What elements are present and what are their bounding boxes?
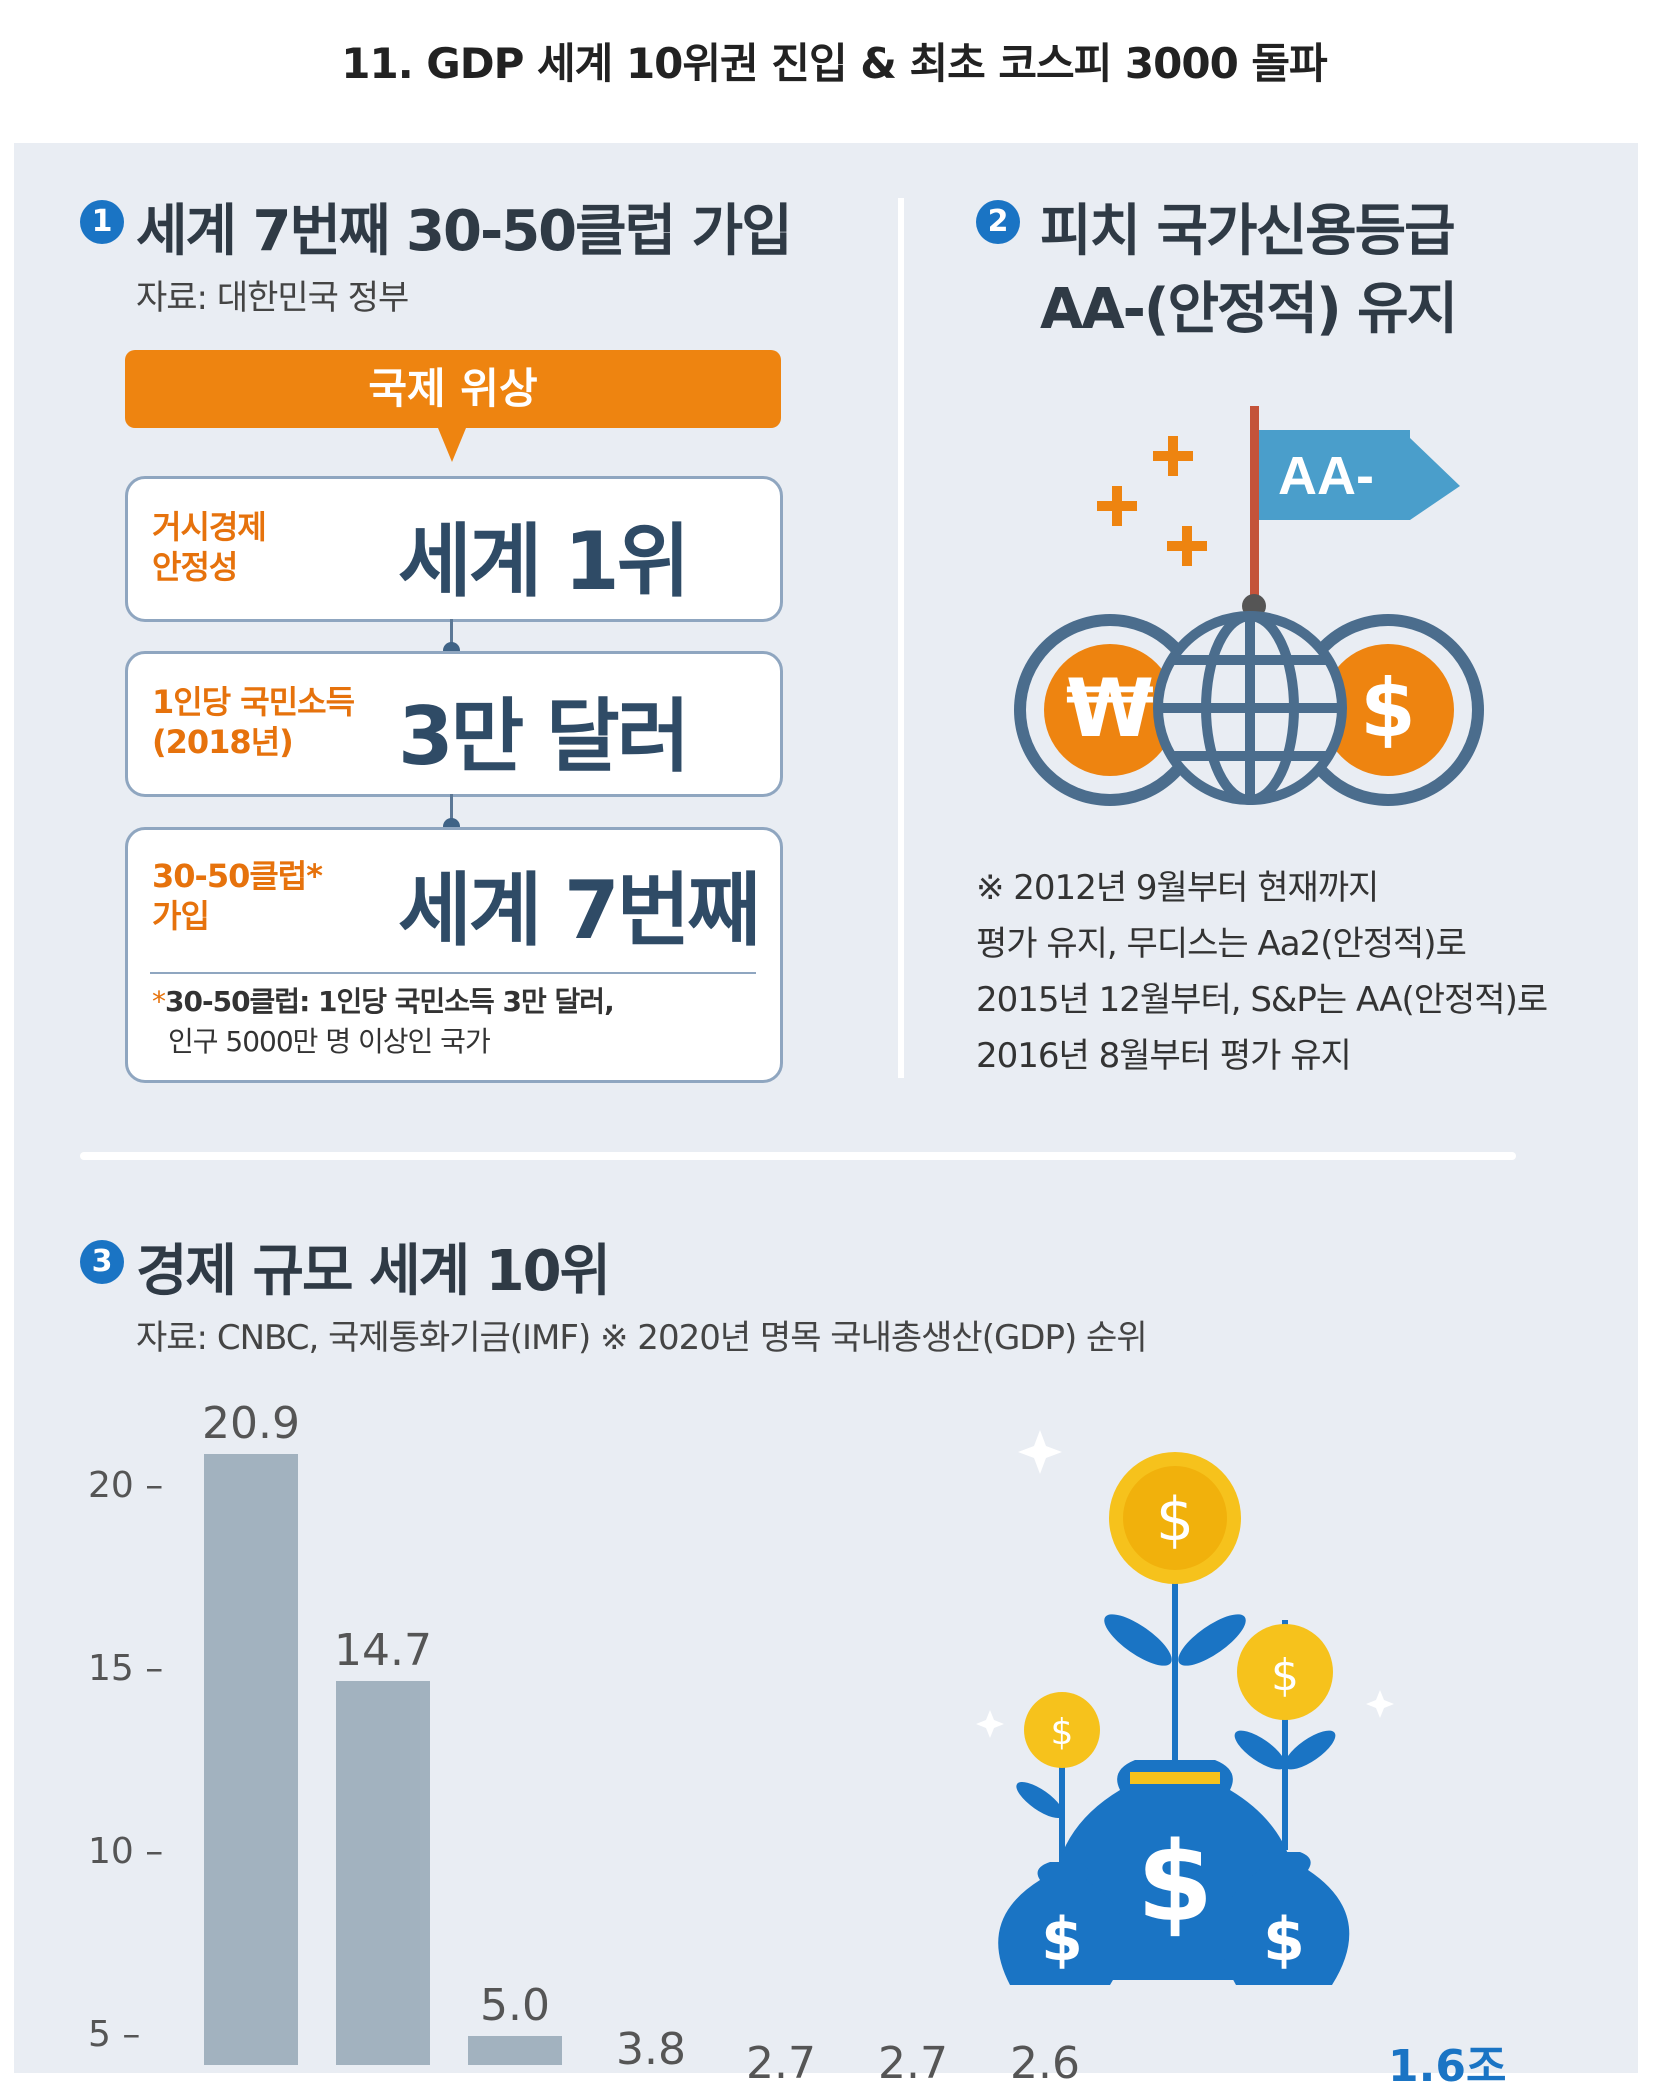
section-number-badge: 1 [80, 200, 124, 244]
y-tick-label: 10 – [88, 1831, 164, 1872]
stat-label-line: 안정성 [152, 548, 238, 586]
money-bag-icon: $ [998, 1862, 1126, 1985]
dollar-symbol: $ [1360, 662, 1416, 755]
section3-title: 경제 규모 세계 10위 [136, 1239, 611, 1304]
page-title: 11. GDP 세계 10위권 진입 & 최초 코스피 3000 돌파 [341, 39, 1327, 88]
dollar-coin-icon: $ [1292, 614, 1484, 806]
leaf-icon [1016, 1614, 1336, 1819]
plus-sparkles [1097, 436, 1207, 566]
svg-text:$: $ [1051, 1712, 1074, 1753]
flag-pole [1250, 406, 1259, 606]
section2-title-line2: AA-(안정적) 유지 [1040, 277, 1458, 342]
svg-text:$: $ [1156, 1485, 1194, 1555]
banner-pointer [438, 428, 466, 462]
gdp-bar [336, 1680, 430, 2065]
banner-international-status: 국제 위상 [125, 350, 781, 428]
stat-value: 세계 1위 [398, 515, 690, 608]
footnote: *30-50클럽: 1인당 국민소득 3만 달러, 인구 5000만 명 이상인… [152, 982, 615, 1062]
note-line: ※ 2012년 9월부터 현재까지 [976, 868, 1379, 908]
money-plant-illustration: $ $ $ $ $ $ [976, 1430, 1394, 1985]
won-coin-icon: ₩ [1014, 614, 1206, 806]
globe-icon [1153, 611, 1347, 805]
gdp-bar [204, 1454, 298, 2065]
footnote-line: 30-50클럽: 1인당 국민소득 3만 달러, [165, 985, 615, 1018]
won-symbol: ₩ [1066, 662, 1154, 755]
y-tick-label: 20 – [88, 1465, 164, 1506]
connector-line [450, 619, 453, 651]
bar-value-label: 3.8 [616, 2023, 686, 2075]
y-tick-label: 15 – [88, 1648, 164, 1689]
stat-label: 거시경제 안정성 [152, 507, 267, 587]
connector-line [450, 794, 453, 827]
footnote-line: 인구 5000만 명 이상인 국가 [168, 1025, 491, 1058]
note-line: 2016년 8월부터 평가 유지 [976, 1036, 1352, 1076]
stat-box-3050-club: 30-50클럽* 가입 세계 7번째 *30-50클럽: 1인당 국민소득 3만… [125, 827, 783, 1083]
note-line: 2015년 12월부터, S&P는 AA(안정적)로 [976, 980, 1548, 1020]
credit-rating-illustration: AA- ₩ $ [1014, 406, 1484, 806]
gdp-bar [468, 2036, 562, 2065]
section3-source: 자료: CNBC, 국제통화기금(IMF) ※ 2020년 명목 국내총생산(G… [136, 1318, 1148, 1358]
flag-text: AA- [1278, 446, 1374, 506]
flag [1259, 430, 1460, 520]
svg-text:$: $ [1041, 1905, 1083, 1975]
stat-label: 30-50클럽* 가입 [152, 856, 323, 936]
svg-text:$: $ [1271, 1650, 1299, 1701]
korea-gdp-label: 1.6조 [1388, 2041, 1507, 2092]
horizontal-divider [80, 1152, 1516, 1160]
stat-label-line: 거시경제 [152, 508, 267, 546]
bar-value-label: 2.7 [878, 2038, 948, 2089]
coin-icon: $ [1237, 1624, 1333, 1720]
stat-label-line: (2018년) [152, 723, 294, 761]
bar-value-label: 20.9 [202, 1398, 300, 1450]
bar-value-label: 2.7 [746, 2038, 816, 2089]
coin-icon: $ [1024, 1692, 1100, 1768]
svg-text:$: $ [1137, 1818, 1214, 1946]
footnote-star: * [152, 985, 166, 1018]
coin-icon: $ [1109, 1452, 1241, 1584]
section-number-badge: 3 [80, 1240, 124, 1284]
y-tick-label: 5 – [88, 2014, 141, 2055]
bar-value-label: 5.0 [480, 1980, 550, 2031]
sparkle-icon [976, 1430, 1394, 1738]
note-line: 평가 유지, 무디스는 Aa2(안정적)로 [976, 924, 1467, 964]
section-number-badge: 2 [976, 200, 1020, 244]
section1-source: 자료: 대한민국 정부 [136, 278, 409, 318]
stat-label-line: 가입 [152, 897, 210, 935]
stat-label-line: 1인당 국민소득 [152, 683, 355, 721]
stat-label-line: 30-50클럽* [152, 857, 323, 895]
section2-title-line1: 피치 국가신용등급 [1040, 199, 1456, 264]
vertical-divider [898, 198, 904, 1078]
stat-box-per-capita-income: 1인당 국민소득 (2018년) 3만 달러 [125, 651, 783, 797]
svg-text:$: $ [1263, 1905, 1305, 1975]
bar-value-label: 14.7 [334, 1624, 432, 1676]
stat-box-macro-stability: 거시경제 안정성 세계 1위 [125, 476, 783, 622]
stat-value: 3만 달러 [398, 690, 690, 783]
divider [150, 972, 756, 974]
stat-value: 세계 7번째 [398, 864, 761, 957]
stat-label: 1인당 국민소득 (2018년) [152, 682, 355, 762]
bar-value-label: 2.6 [1010, 2038, 1080, 2089]
section1-title: 세계 7번째 30-50클럽 가입 [136, 199, 793, 264]
rating-note: ※ 2012년 9월부터 현재까지 평가 유지, 무디스는 Aa2(안정적)로 … [976, 860, 1548, 1084]
money-bag-icon: $ [1220, 1852, 1350, 1985]
